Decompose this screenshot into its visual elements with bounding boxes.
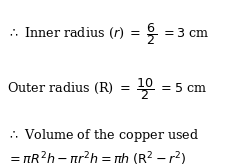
Text: $\therefore$ Inner radius ($r$) $=$ $\dfrac{6}{2}$ $= 3$ cm: $\therefore$ Inner radius ($r$) $=$ $\df… xyxy=(7,21,210,47)
Text: $= \pi R^2 h - \pi r^2 h = \pi h$ $(\mathrm{R}^2 - r^2)$: $= \pi R^2 h - \pi r^2 h = \pi h$ $(\mat… xyxy=(7,151,187,168)
Text: $\therefore$ Volume of the copper used: $\therefore$ Volume of the copper used xyxy=(7,127,199,144)
Text: Outer radius (R) $=$ $\dfrac{10}{2}$ $= 5$ cm: Outer radius (R) $=$ $\dfrac{10}{2}$ $= … xyxy=(7,76,207,102)
